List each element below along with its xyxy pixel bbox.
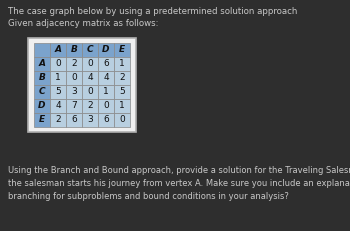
Text: 6: 6 xyxy=(103,116,109,125)
Text: 1: 1 xyxy=(103,88,109,97)
FancyBboxPatch shape xyxy=(66,71,82,85)
Text: branching for subproblems and bound conditions in your analysis?: branching for subproblems and bound cond… xyxy=(8,192,289,201)
FancyBboxPatch shape xyxy=(66,113,82,127)
FancyBboxPatch shape xyxy=(34,85,50,99)
Text: 3: 3 xyxy=(71,88,77,97)
FancyBboxPatch shape xyxy=(66,85,82,99)
FancyBboxPatch shape xyxy=(28,38,136,132)
Text: the salesman starts his journey from vertex A. Make sure you include an explanat: the salesman starts his journey from ver… xyxy=(8,179,350,188)
FancyBboxPatch shape xyxy=(66,99,82,113)
Text: C: C xyxy=(87,46,93,55)
FancyBboxPatch shape xyxy=(50,57,66,71)
FancyBboxPatch shape xyxy=(34,71,50,85)
FancyBboxPatch shape xyxy=(50,99,66,113)
FancyBboxPatch shape xyxy=(66,57,82,71)
Text: 7: 7 xyxy=(71,101,77,110)
Text: 1: 1 xyxy=(119,101,125,110)
FancyBboxPatch shape xyxy=(82,71,98,85)
FancyBboxPatch shape xyxy=(34,113,50,127)
Text: 5: 5 xyxy=(55,88,61,97)
Text: 0: 0 xyxy=(55,60,61,69)
FancyBboxPatch shape xyxy=(50,85,66,99)
FancyBboxPatch shape xyxy=(34,99,50,113)
FancyBboxPatch shape xyxy=(98,71,114,85)
Text: 6: 6 xyxy=(103,60,109,69)
Text: A: A xyxy=(55,46,62,55)
FancyBboxPatch shape xyxy=(34,57,50,71)
Text: Using the Branch and Bound approach, provide a solution for the Traveling Salesm: Using the Branch and Bound approach, pro… xyxy=(8,166,350,175)
FancyBboxPatch shape xyxy=(114,113,130,127)
FancyBboxPatch shape xyxy=(98,99,114,113)
FancyBboxPatch shape xyxy=(34,43,50,57)
Text: E: E xyxy=(119,46,125,55)
Text: 6: 6 xyxy=(71,116,77,125)
FancyBboxPatch shape xyxy=(98,43,114,57)
Text: D: D xyxy=(102,46,110,55)
FancyBboxPatch shape xyxy=(114,71,130,85)
Text: C: C xyxy=(39,88,45,97)
Text: D: D xyxy=(38,101,46,110)
FancyBboxPatch shape xyxy=(82,43,98,57)
Text: 4: 4 xyxy=(55,101,61,110)
FancyBboxPatch shape xyxy=(82,85,98,99)
Text: A: A xyxy=(38,60,46,69)
FancyBboxPatch shape xyxy=(50,113,66,127)
Text: 2: 2 xyxy=(71,60,77,69)
Text: B: B xyxy=(38,73,46,82)
FancyBboxPatch shape xyxy=(114,85,130,99)
Text: 0: 0 xyxy=(119,116,125,125)
Text: 0: 0 xyxy=(103,101,109,110)
FancyBboxPatch shape xyxy=(114,99,130,113)
Text: 4: 4 xyxy=(103,73,109,82)
Text: 4: 4 xyxy=(87,73,93,82)
FancyBboxPatch shape xyxy=(66,43,82,57)
Text: 0: 0 xyxy=(87,60,93,69)
Text: 0: 0 xyxy=(71,73,77,82)
Text: 5: 5 xyxy=(119,88,125,97)
Text: 1: 1 xyxy=(55,73,61,82)
FancyBboxPatch shape xyxy=(98,85,114,99)
Text: 3: 3 xyxy=(87,116,93,125)
FancyBboxPatch shape xyxy=(98,57,114,71)
FancyBboxPatch shape xyxy=(114,57,130,71)
Text: B: B xyxy=(71,46,77,55)
FancyBboxPatch shape xyxy=(82,99,98,113)
Text: 1: 1 xyxy=(119,60,125,69)
FancyBboxPatch shape xyxy=(98,113,114,127)
Text: 2: 2 xyxy=(55,116,61,125)
Text: 2: 2 xyxy=(87,101,93,110)
Text: 2: 2 xyxy=(119,73,125,82)
Text: The case graph below by using a predetermined solution approach: The case graph below by using a predeter… xyxy=(8,7,298,16)
Text: 0: 0 xyxy=(87,88,93,97)
FancyBboxPatch shape xyxy=(82,57,98,71)
FancyBboxPatch shape xyxy=(50,71,66,85)
FancyBboxPatch shape xyxy=(114,43,130,57)
FancyBboxPatch shape xyxy=(82,113,98,127)
Text: Given adjacency matrix as follows:: Given adjacency matrix as follows: xyxy=(8,19,159,28)
Text: E: E xyxy=(39,116,45,125)
FancyBboxPatch shape xyxy=(50,43,66,57)
